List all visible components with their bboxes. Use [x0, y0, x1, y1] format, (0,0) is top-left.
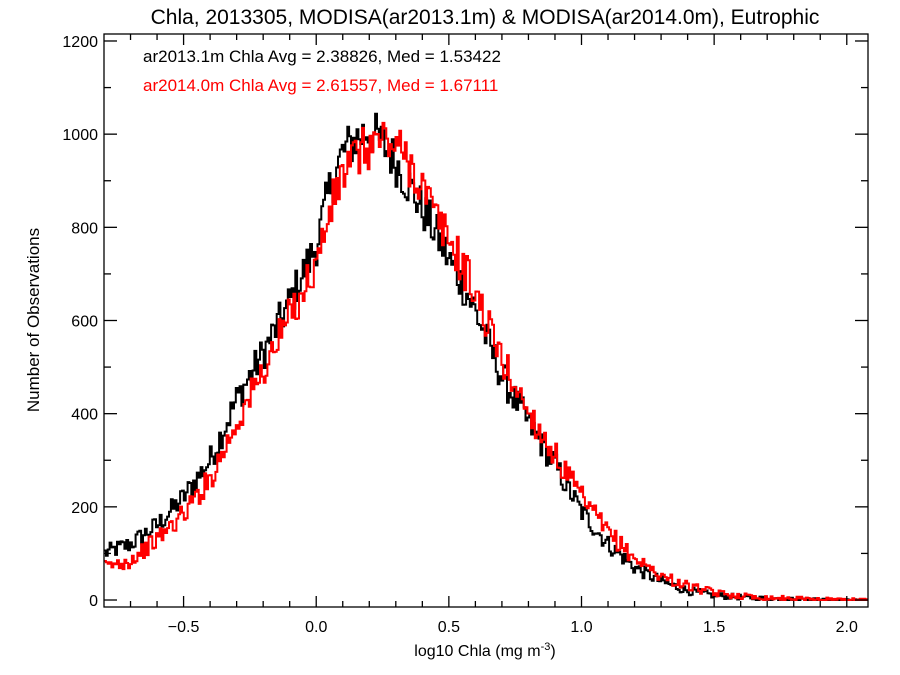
x-tick-label: −0.5 [168, 619, 200, 636]
x-axis-label-close: ) [550, 643, 555, 660]
y-tick-label: 1200 [62, 34, 98, 51]
y-axis-label: Number of Observations [24, 228, 43, 412]
y-tick-label: 800 [71, 220, 98, 237]
y-tick-label: 600 [71, 314, 98, 331]
legend-annotation-ar2013: ar2013.1m Chla Avg = 2.38826, Med = 1.53… [143, 47, 501, 66]
x-tick-label: 1.5 [703, 619, 725, 636]
tick-labels: −0.5 0.0 0.5 1.0 1.5 2.0 0 200 400 600 800 1000 1200 [62, 34, 858, 636]
y-tick-label: 1000 [62, 127, 98, 144]
y-tick-label: 200 [71, 500, 98, 517]
histogram-series-2 [104, 121, 869, 601]
legend-annotation-ar2014: ar2014.0m Chla Avg = 2.61557, Med = 1.67… [143, 76, 498, 95]
series-layer [104, 112, 869, 601]
plot-frame [103, 33, 869, 608]
x-tick-label: 0.5 [438, 619, 460, 636]
y-tick-label: 400 [71, 407, 98, 424]
x-tick-label: 1.0 [570, 619, 592, 636]
x-tick-label: 2.0 [836, 619, 858, 636]
x-axis-label-exponent: -3 [541, 641, 551, 653]
histogram-series-1 [104, 112, 869, 601]
chart-title: Chla, 2013305, MODISA(ar2013.1m) & MODIS… [151, 6, 820, 29]
y-tick-label: 0 [89, 593, 98, 610]
x-axis-label-main: log10 Chla (mg m [414, 643, 540, 660]
axes-layer [103, 33, 869, 608]
x-axis-label: log10 Chla (mg m-3) [414, 641, 555, 660]
x-tick-label: 0.0 [305, 619, 327, 636]
